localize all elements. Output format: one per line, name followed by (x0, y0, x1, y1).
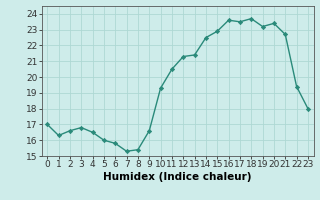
X-axis label: Humidex (Indice chaleur): Humidex (Indice chaleur) (103, 172, 252, 182)
